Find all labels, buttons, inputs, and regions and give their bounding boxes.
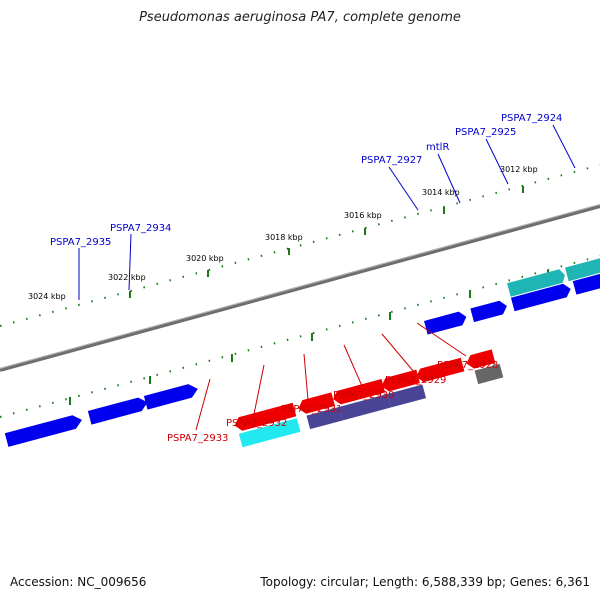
label-PSPA7_2928[interactable]: PSPA7_2928 (437, 360, 498, 371)
gene-forward-2935[interactable] (87, 396, 150, 425)
topology-text: Topology: circular; Length: 6,588,339 bp… (260, 575, 590, 589)
cds-reverse-2930[interactable] (387, 384, 427, 408)
reverse-strand-genes (233, 349, 504, 448)
kbp-label-3016: 3016 kbp (344, 211, 382, 220)
kbp-label-3024: 3024 kbp (28, 292, 66, 301)
gene-reverse-2930[interactable] (380, 369, 420, 393)
gene-forward-2936[interactable] (4, 413, 84, 447)
label-PSPA7_2931[interactable]: PSPA7_2931 (281, 404, 342, 415)
kbp-label-3022: 3022 kbp (108, 273, 146, 282)
cds-reverse-2931[interactable] (339, 393, 392, 421)
gene-reverse-2928[interactable] (465, 349, 496, 370)
kbp-label-3012: 3012 kbp (500, 165, 538, 174)
label-PSPA7_2924[interactable]: PSPA7_2924 (501, 113, 562, 124)
top-scale-ruler (0, 164, 600, 327)
kbp-label-3018: 3018 kbp (265, 233, 303, 242)
gene-forward-2924[interactable] (572, 271, 600, 295)
cds-forward-2924[interactable] (565, 255, 600, 282)
cds-reverse-2933[interactable] (238, 418, 301, 448)
backbone-highlight (0, 204, 600, 369)
bottom-label-leaders (195, 322, 467, 431)
gene-forward-2927[interactable] (424, 310, 468, 335)
pseudo-2928[interactable] (474, 363, 504, 385)
gene-forward-2925[interactable] (510, 282, 573, 312)
label-PSPA7_2933[interactable]: PSPA7_2933 (167, 433, 228, 444)
forward-strand-genes (4, 255, 600, 447)
kbp-labels: 3012 kbp 3014 kbp 3016 kbp 3018 kbp 3020… (28, 165, 538, 301)
label-PSPA7_2930[interactable]: PSPA7_2930 (333, 390, 394, 401)
label-PSPA7_2927[interactable]: PSPA7_2927 (361, 155, 422, 166)
cds-reverse-2932[interactable] (306, 406, 343, 430)
kbp-label-3014: 3014 kbp (422, 188, 460, 197)
bottom-scale-ruler (0, 255, 600, 418)
cds-forward-2925[interactable] (507, 268, 567, 297)
label-PSPA7_2932[interactable]: PSPA7_2932 (226, 418, 287, 429)
backbone (0, 204, 600, 372)
gene-forward-mtlR[interactable] (470, 299, 508, 323)
gene-forward-2934[interactable] (143, 382, 200, 410)
gene-reverse-2931[interactable] (331, 378, 386, 406)
accession-text: Accession: NC_009656 (10, 575, 147, 589)
map-title: Pseudomonas aeruginosa PA7, complete gen… (139, 10, 461, 25)
label-PSPA7_2935[interactable]: PSPA7_2935 (50, 237, 111, 248)
gene-reverse-2932[interactable] (297, 392, 335, 415)
label-PSPA7_2934[interactable]: PSPA7_2934 (110, 223, 171, 234)
top-scale-major-ticks (129, 186, 524, 298)
bottom-gene-labels: PSPA7_2928 PSPA7_2929 PSPA7_2930 PSPA7_2… (167, 360, 498, 444)
label-mtlR[interactable]: mtlR (426, 142, 449, 153)
kbp-label-3020: 3020 kbp (186, 254, 224, 263)
gene-reverse-2933[interactable] (233, 402, 297, 433)
top-label-leaders (78, 124, 576, 300)
gene-reverse-2929[interactable] (414, 357, 465, 384)
top-gene-labels: PSPA7_2924 PSPA7_2925 mtlR PSPA7_2927 PS… (50, 113, 562, 248)
label-PSPA7_2929[interactable]: PSPA7_2929 (385, 375, 446, 386)
label-PSPA7_2925[interactable]: PSPA7_2925 (455, 127, 516, 138)
